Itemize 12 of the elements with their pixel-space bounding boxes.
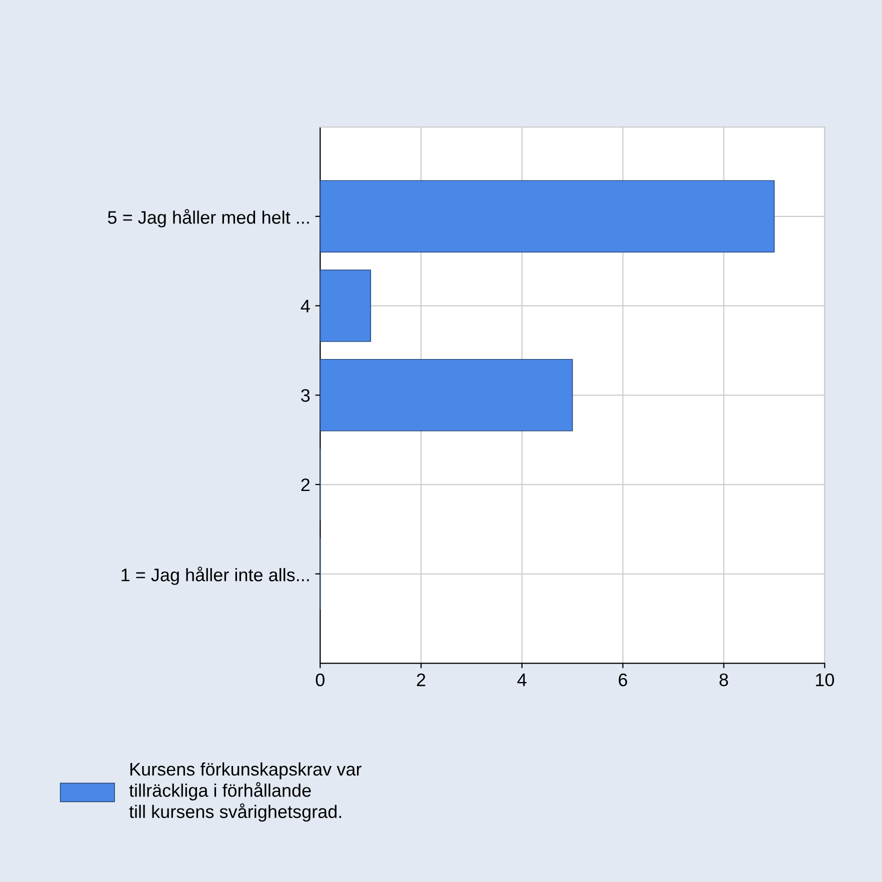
y-tick-label: 1 = Jag håller inte alls... (122, 566, 309, 585)
x-tick-label: 10 (816, 673, 834, 686)
x-tick-label: 6 (618, 673, 628, 686)
x-tick-label: 2 (416, 673, 426, 686)
y-tick-label: 4 (300, 300, 310, 312)
x-tick-label: 4 (517, 674, 526, 686)
x-tick-label: 0 (316, 673, 324, 686)
legend-label: Kursens förkunskapskrav var tillräckliga i förhållande till kursens svårighetsgrad. (129, 762, 362, 822)
y-tick-label: 5 = Jag håller med helt ... (108, 209, 309, 228)
y-tick-label: 3 (301, 389, 310, 402)
x-tick-label: 8 (720, 673, 728, 686)
y-tick-label: 2 (301, 478, 310, 492)
